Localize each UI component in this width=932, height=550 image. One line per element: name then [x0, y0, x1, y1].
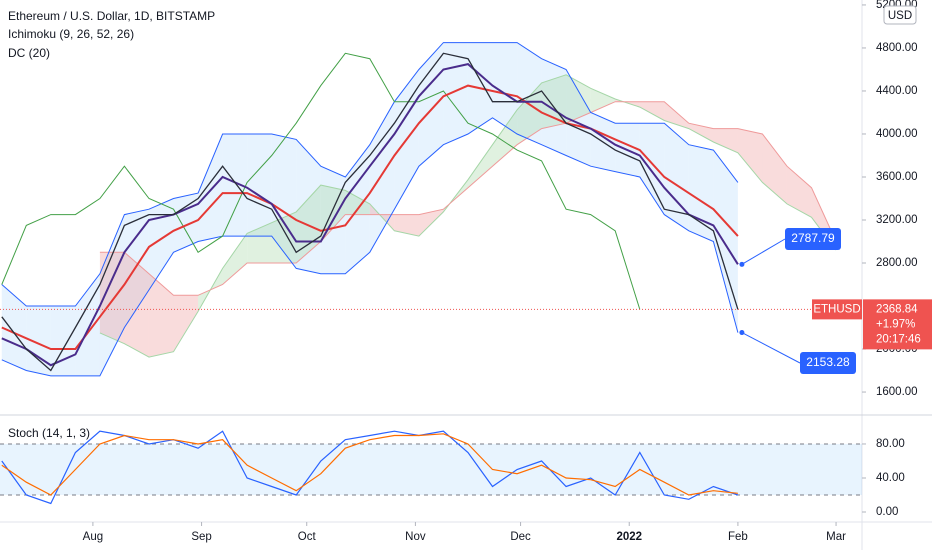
last-price: 2368.84: [876, 303, 918, 315]
donchian-line: [1, 42, 739, 307]
ichimoku-cloud: [639, 101, 665, 121]
callout-line: [741, 238, 786, 265]
y-tick-label: 4000.00: [876, 128, 918, 140]
base-line: [1, 84, 739, 350]
ichimoku-cloud: [737, 128, 763, 183]
donchian-fill: [639, 123, 665, 215]
donchian-fill: [1, 284, 27, 371]
x-tick-label: Mar: [826, 531, 846, 543]
indicator-label: DC (20): [8, 46, 50, 60]
price-tag: [863, 299, 932, 350]
ichimoku-cloud: [148, 273, 174, 358]
callout-box: [785, 228, 841, 250]
donchian-fill: [271, 133, 297, 269]
lagging-span: [1, 52, 641, 310]
leading-span: [99, 74, 837, 358]
donchian-fill: [664, 123, 689, 231]
donchian-fill: [26, 306, 51, 376]
x-tick-label: Sep: [191, 531, 211, 543]
donchian-fill: [418, 42, 444, 167]
ichimoku-cloud: [124, 252, 149, 358]
callout-label: 2787.79: [791, 231, 835, 245]
donchian-fill: [50, 306, 76, 376]
ichimoku-cloud: [320, 185, 346, 242]
ichimoku-cloud: [99, 252, 125, 344]
conversion-line: [1, 63, 739, 367]
ichimoku-cloud: [394, 214, 419, 237]
x-tick-label: Oct: [298, 531, 317, 543]
y-tick-label: 2800.00: [876, 257, 918, 269]
ichimoku-cloud: [492, 109, 518, 167]
callout-box: [800, 352, 856, 374]
donchian-fill: [713, 150, 738, 333]
y-tick-label: 1600.00: [876, 386, 918, 398]
ichimoku-cloud: [222, 233, 248, 285]
donchian-fill: [173, 193, 199, 253]
donchian-fill: [75, 273, 100, 376]
y-tick-label: 0.00: [876, 506, 898, 518]
leading-span: [99, 101, 837, 296]
callout-point: [739, 330, 745, 336]
ichimoku-cloud: [786, 166, 812, 218]
y-tick-label: 40.00: [876, 472, 905, 484]
ichimoku-cloud: [271, 211, 297, 264]
ichimoku-cloud: [247, 222, 272, 264]
callout-line: [741, 332, 801, 364]
symbol: ETHUSD: [813, 303, 860, 315]
ichimoku-cloud: [467, 144, 493, 188]
x-tick-label: Nov: [405, 531, 426, 543]
stoch-band: [0, 443, 862, 495]
currency: USD: [888, 10, 912, 22]
ichimoku-cloud: [566, 74, 591, 124]
y-tick-label: 3600.00: [876, 171, 918, 183]
y-tick-label: 4400.00: [876, 85, 918, 97]
x-tick-label: Feb: [728, 531, 748, 543]
donchian-fill: [148, 198, 174, 290]
y-tick-label: 80.00: [876, 438, 905, 450]
currency-box: [883, 5, 917, 25]
donchian-fill: [222, 133, 248, 237]
stoch-d: [1, 433, 738, 496]
donchian-fill: [688, 144, 714, 242]
ichimoku-cloud: [590, 88, 616, 113]
y-tick-label: 5200.00: [876, 0, 918, 11]
x-tick-label: Aug: [83, 531, 103, 543]
ichimoku-cloud: [296, 185, 321, 264]
price-line: [1, 52, 739, 372]
change: +1.97%: [876, 318, 915, 330]
donchian-fill: [247, 133, 272, 237]
donchian-fill: [492, 42, 518, 134]
donchian-fill: [517, 42, 542, 145]
chart-title: Ethereum / U.S. Dollar, 1D, BITSTAMP: [8, 9, 215, 23]
ichimoku-cloud: [517, 82, 542, 145]
ichimoku-cloud: [688, 123, 714, 143]
y-tick-label: 3200.00: [876, 214, 918, 226]
ichimoku-cloud: [664, 101, 689, 129]
x-tick-label: 2022: [616, 531, 642, 543]
stoch-title: Stoch (14, 1, 3): [8, 426, 90, 440]
symbol-tag: [812, 299, 862, 320]
x-tick-label: Dec: [510, 531, 531, 543]
indicator-label: Ichimoku (9, 26, 52, 26): [8, 27, 134, 41]
donchian-fill: [124, 209, 149, 328]
y-tick-label: 4800.00: [876, 42, 918, 54]
ichimoku-cloud: [762, 133, 787, 204]
callout-point: [739, 261, 745, 267]
donchian-line: [1, 117, 739, 377]
ichimoku-cloud: [713, 128, 738, 153]
ichimoku-cloud: [173, 295, 199, 352]
countdown: 20:17:46: [876, 333, 921, 345]
ichimoku-cloud: [345, 190, 370, 215]
callout-label: 2153.28: [806, 355, 850, 369]
